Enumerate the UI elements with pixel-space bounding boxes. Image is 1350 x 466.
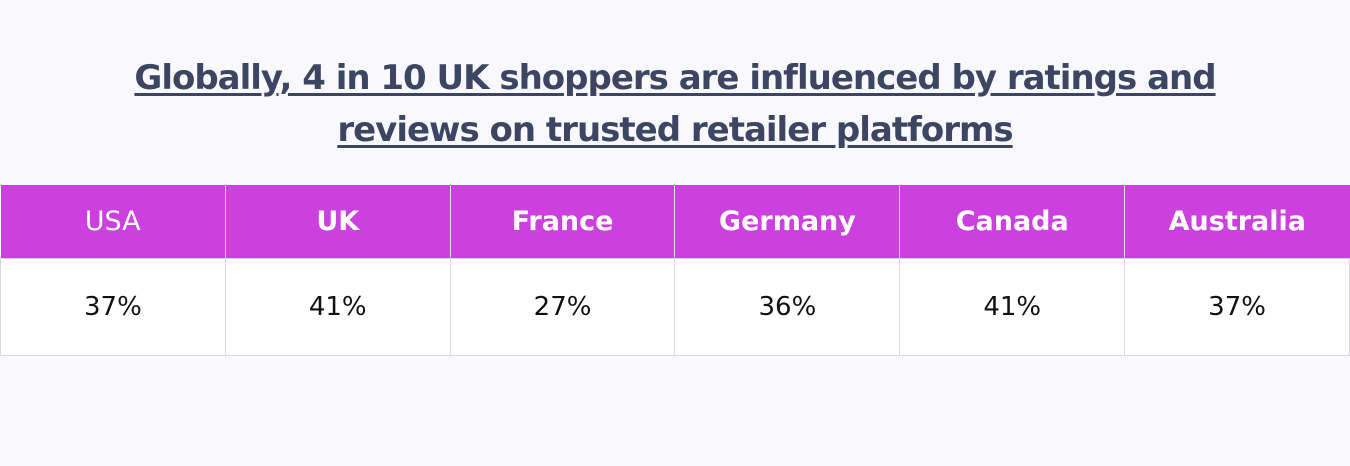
- column-header-australia: Australia: [1124, 185, 1350, 259]
- column-header-uk: UK: [225, 185, 451, 259]
- value-cell-france: 27%: [449, 258, 676, 356]
- table-row: 37% 41% 27% 36% 41% 37%: [0, 258, 1350, 356]
- value-cell-uk: 41%: [224, 258, 451, 356]
- column-header-france: France: [450, 185, 676, 259]
- chart-title: Globally, 4 in 10 UK shoppers are influe…: [0, 52, 1350, 156]
- column-header-canada: Canada: [899, 185, 1126, 259]
- chart-title-line-2: reviews on trusted retailer platforms: [337, 110, 1013, 150]
- value-cell-australia: 37%: [1124, 258, 1350, 356]
- value-cell-usa: 37%: [0, 258, 226, 356]
- data-table: USA UK France Germany Canada Australia 3…: [0, 185, 1350, 356]
- value-cell-canada: 41%: [899, 258, 1126, 356]
- chart-title-line-1: Globally, 4 in 10 UK shoppers are influe…: [134, 58, 1216, 98]
- value-cell-germany: 36%: [674, 258, 901, 356]
- column-header-germany: Germany: [674, 185, 901, 259]
- header-row: USA UK France Germany Canada Australia: [0, 185, 1350, 259]
- column-header-usa: USA: [0, 185, 226, 259]
